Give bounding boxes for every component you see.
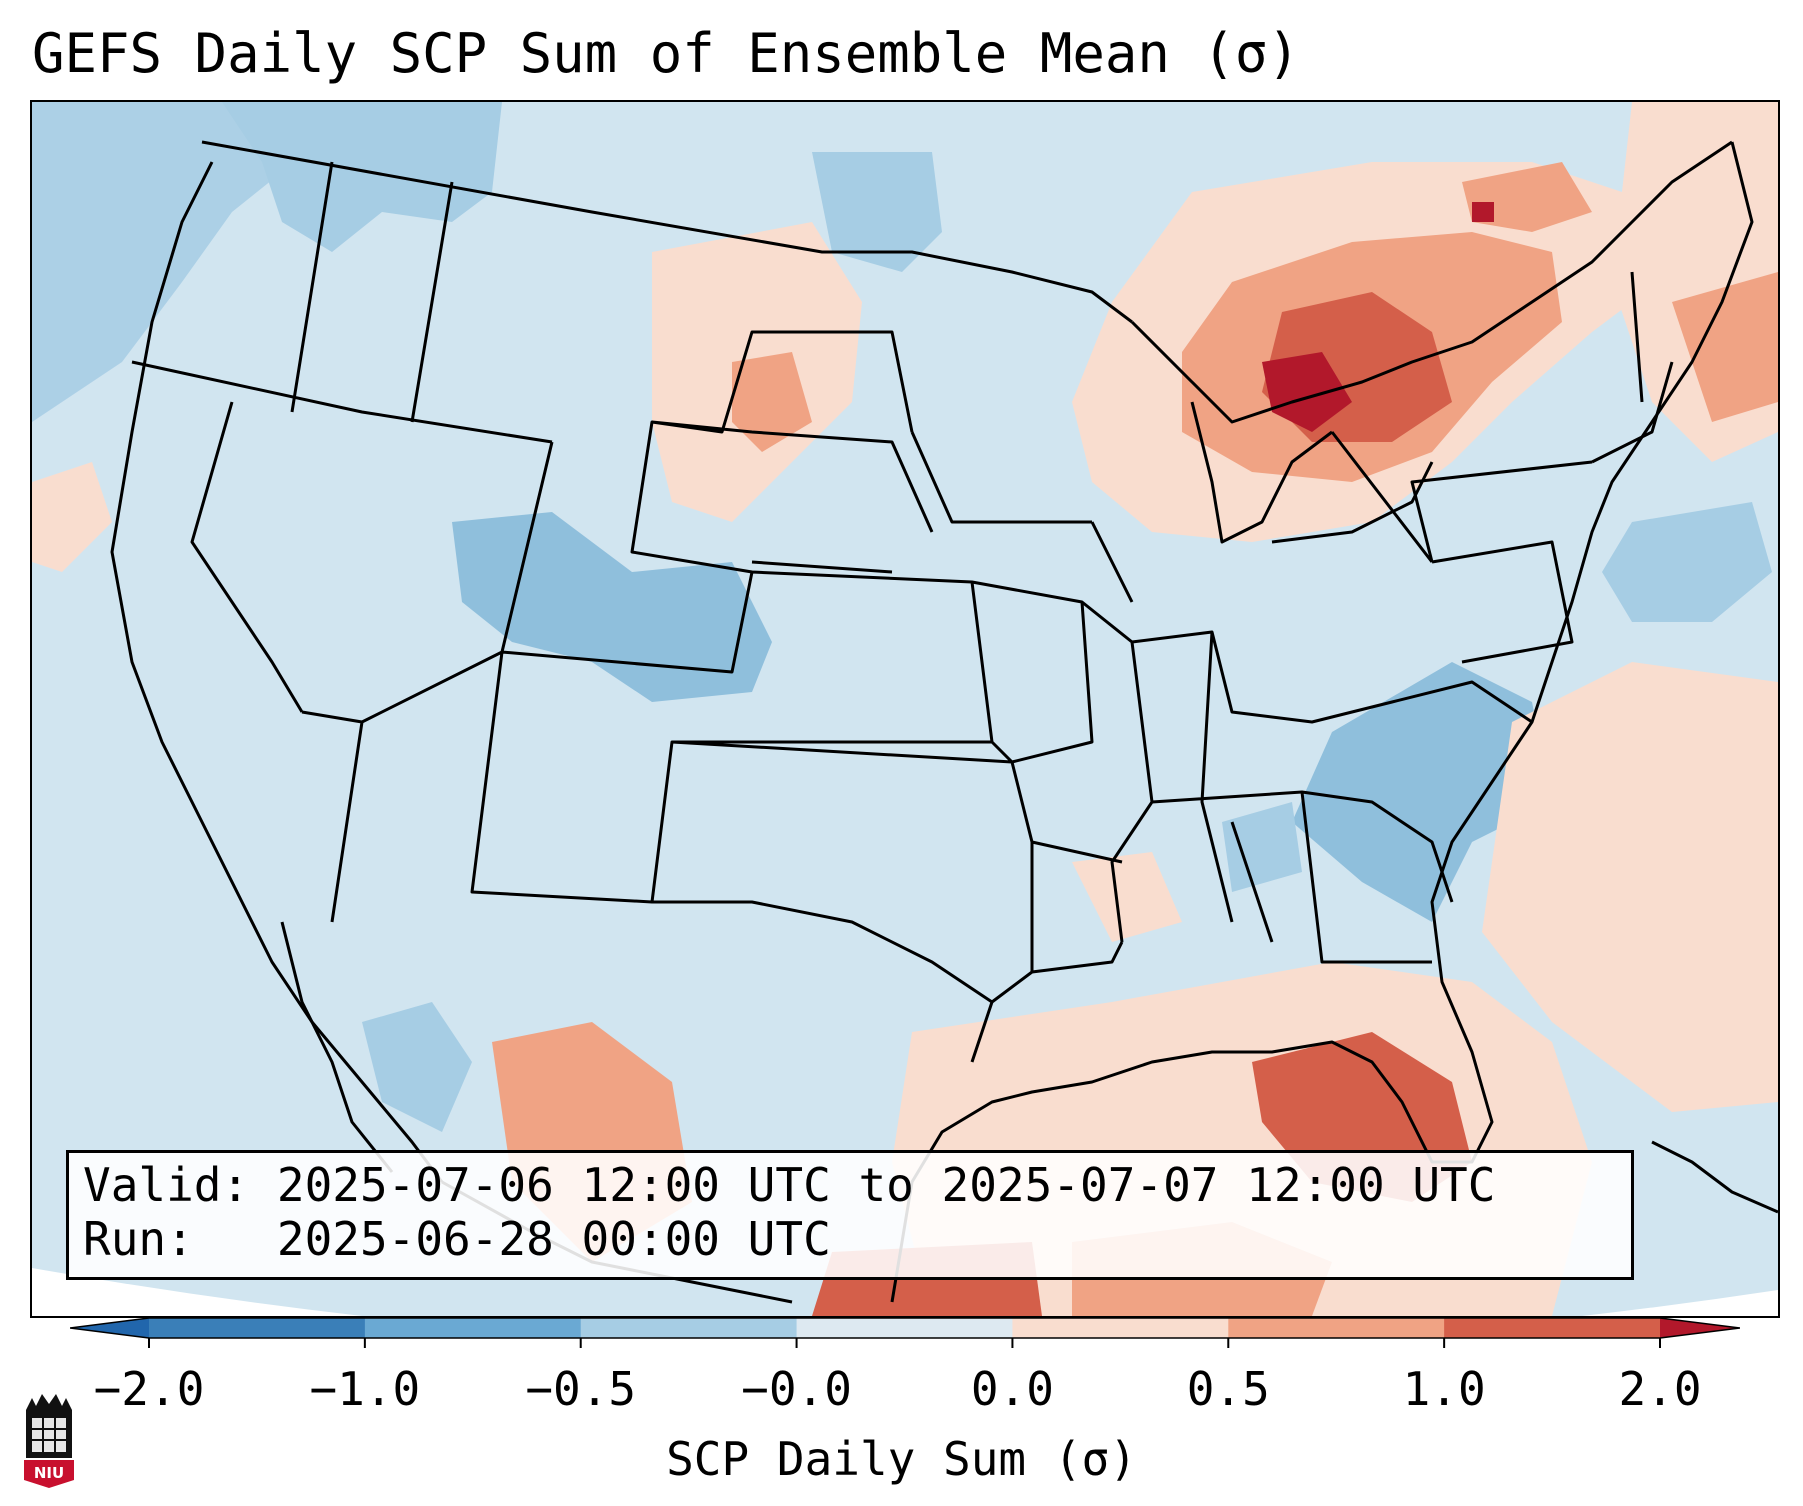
boundaries (110, 140, 1778, 1304)
colorbar-tick-label: −2.0 (93, 1362, 205, 1416)
anomaly-quebec-max (1472, 202, 1494, 222)
colorbar-tick-label: −0.5 (525, 1362, 637, 1416)
anomaly-pacific-northwest (32, 102, 292, 422)
baja-coastline (280, 921, 394, 1173)
colorbar-segment (1228, 1318, 1445, 1338)
niu-logo-icon: NIU (24, 1394, 74, 1488)
colorbar-segment (364, 1318, 582, 1338)
valid-label: Valid: (83, 1158, 250, 1212)
pacific-coastline (110, 161, 444, 1183)
anomaly-mexico-west (362, 1002, 472, 1132)
colorbar-extend-high (1660, 1318, 1740, 1338)
colorbar-ticks (70, 1318, 1740, 1348)
run-value: 2025-06-28 00:00 UTC (276, 1212, 831, 1266)
colorbar-tick-label: −0.0 (741, 1362, 852, 1416)
map-canvas (32, 102, 1778, 1316)
anomaly-colorado-utah (452, 512, 772, 702)
colorbar-segment (1012, 1318, 1229, 1338)
colorbar-segment (1444, 1318, 1661, 1338)
colorbar-tick-label: 1.0 (1402, 1362, 1486, 1416)
anomaly-new-england-core (1672, 272, 1778, 422)
atlantic-gulf-coastline (890, 141, 1754, 1303)
anomaly-dakotas-core (732, 352, 812, 452)
anomaly-ontario-west (812, 152, 942, 272)
colorbar-tick-label: 0.5 (1186, 1362, 1270, 1416)
map-panel (30, 100, 1780, 1318)
colorbar-segment (796, 1318, 1013, 1338)
colorbar-tick-label: 0.0 (970, 1362, 1054, 1416)
great-lakes-border (1130, 140, 1733, 424)
colorbar-label: SCP Daily Sum (σ) (666, 1432, 1137, 1486)
valid-value: 2025-07-06 12:00 UTC to 2025-07-07 12:00… (276, 1158, 1496, 1212)
run-label: Run: (83, 1212, 194, 1266)
canada-border (201, 140, 1133, 324)
colorbar-extend-low (70, 1318, 149, 1338)
map-title: GEFS Daily SCP Sum of Ensemble Mean (σ) (32, 22, 1300, 85)
anomaly-atlantic-offshore (1602, 502, 1772, 622)
colorbar-tick-label: 2.0 (1618, 1362, 1702, 1416)
anomaly-carolinas-virginia (1292, 662, 1552, 922)
anomaly-tennessee (1222, 802, 1302, 892)
anomaly-atlantic-coast (1482, 662, 1778, 1112)
anomaly-missouri (1072, 852, 1182, 942)
colorbar-segment (149, 1318, 366, 1338)
colorbar-segments (149, 1318, 1661, 1338)
anomaly-great-lakes-max (1262, 352, 1352, 432)
state-borders (131, 161, 1674, 1063)
validity-info-box: Valid: 2025-07-06 12:00 UTC to 2025-07-0… (66, 1150, 1634, 1280)
logo-text: NIU (34, 1464, 64, 1482)
anomaly-pacific-coast (32, 462, 112, 572)
cuba-coastline (1651, 1140, 1778, 1214)
anomaly-quebec (1462, 162, 1592, 232)
colorbar-tick-label: −1.0 (309, 1362, 421, 1416)
anomaly-northern-rockies (222, 102, 502, 252)
colorbar-segment (580, 1318, 798, 1338)
colorbar (70, 1318, 1740, 1348)
